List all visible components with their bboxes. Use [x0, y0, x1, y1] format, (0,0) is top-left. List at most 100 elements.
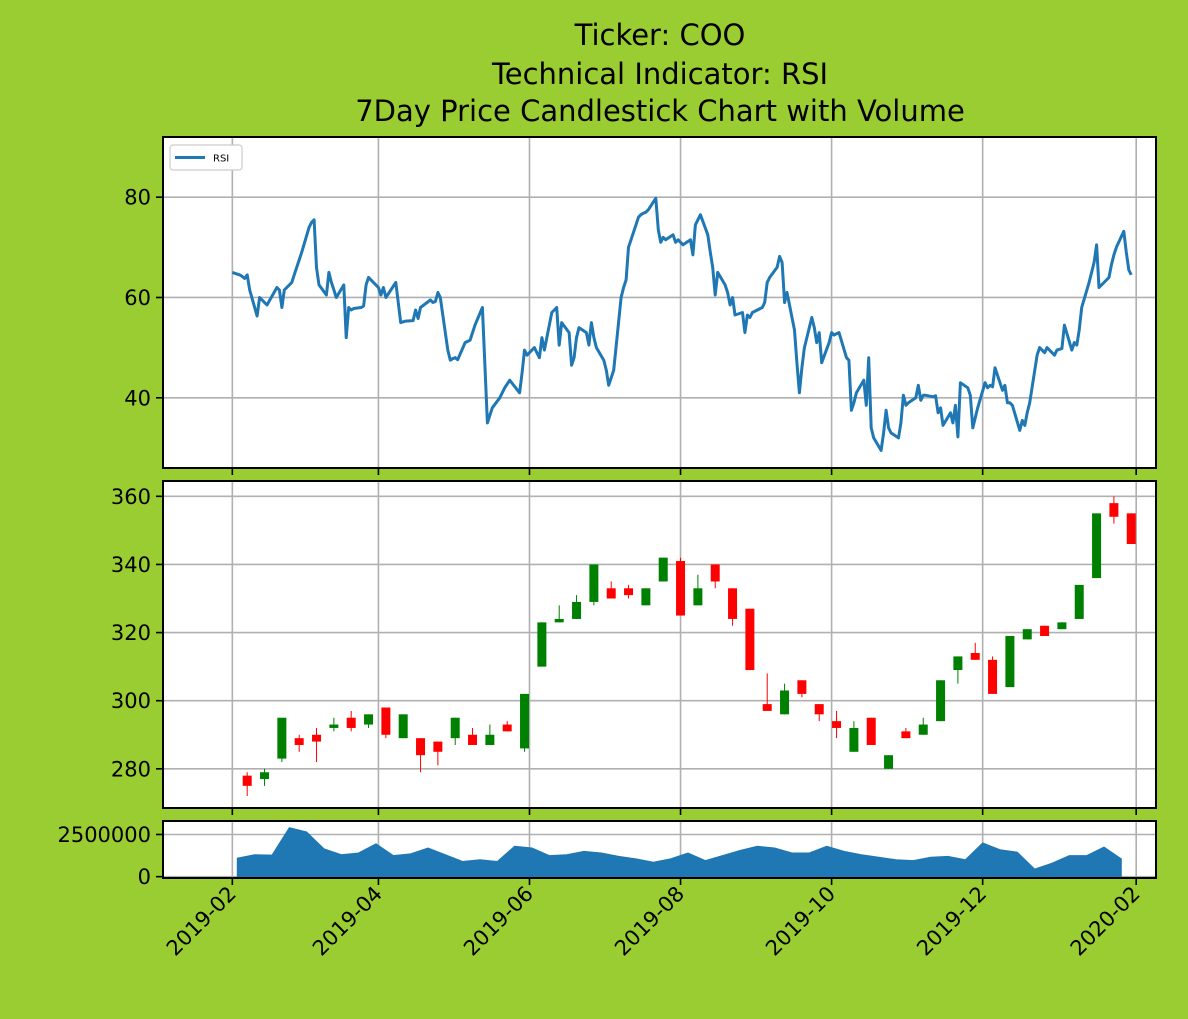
candle	[988, 656, 998, 694]
candle-body	[416, 738, 426, 756]
candle	[866, 717, 876, 745]
candle	[936, 680, 946, 722]
price-y-tick-label: 360	[111, 485, 151, 509]
title-line-1: Ticker: COO	[574, 18, 746, 52]
candle	[1057, 622, 1067, 630]
rsi-grid	[163, 137, 1156, 468]
price-y-tick-label: 280	[111, 757, 151, 781]
candle	[537, 622, 547, 667]
candle-body	[589, 564, 599, 602]
candle	[849, 721, 859, 752]
candle	[416, 738, 426, 773]
candle-body	[849, 727, 859, 752]
candle	[502, 721, 512, 732]
candle-body	[364, 714, 374, 725]
candle	[381, 707, 391, 739]
candle	[520, 693, 530, 752]
candle	[364, 714, 374, 728]
volume-area	[236, 827, 1122, 878]
candle-body	[797, 680, 807, 694]
candle	[970, 642, 980, 660]
candle-body	[884, 755, 894, 769]
candle-body	[554, 618, 564, 623]
candle-body	[814, 704, 824, 715]
candle-body	[641, 588, 651, 606]
price-y-axis: 280 300 320 340 360	[111, 485, 163, 781]
price-grid	[163, 481, 1156, 808]
title-line-2: Technical Indicator: RSI	[491, 57, 828, 91]
candle-body	[988, 659, 998, 694]
candle	[693, 574, 703, 606]
candle-body	[624, 588, 634, 596]
price-x-ticks	[231, 808, 1137, 815]
rsi-y-tick-label: 80	[124, 186, 151, 210]
candle	[953, 656, 963, 684]
candle	[433, 741, 443, 766]
candle	[728, 588, 738, 626]
candle-body	[520, 693, 530, 749]
candle	[641, 588, 651, 606]
candle	[450, 717, 460, 745]
candle-body	[277, 717, 287, 759]
candle-body	[693, 588, 703, 606]
candle-body	[572, 601, 582, 619]
candle-body	[260, 772, 270, 780]
price-plot-area	[163, 481, 1156, 808]
candle-body	[676, 561, 686, 616]
candle-body	[710, 564, 720, 582]
candle-body	[450, 717, 460, 739]
rsi-plot-frame	[162, 136, 1157, 469]
candle	[1109, 496, 1119, 524]
price-y-tick-label: 340	[111, 553, 151, 577]
candle-body	[745, 608, 755, 671]
price-y-tick-label: 320	[111, 621, 151, 645]
candle	[312, 727, 322, 763]
candle-body	[953, 656, 963, 671]
candle	[797, 680, 807, 698]
candle	[1126, 513, 1136, 545]
candle-body	[1109, 503, 1119, 517]
volume-y-tick-label: 2500000	[57, 823, 151, 847]
candle-body	[918, 724, 928, 735]
candle	[294, 734, 304, 752]
candle	[780, 683, 790, 715]
candle	[918, 717, 928, 735]
price-panel: 280 300 320 340 360	[111, 480, 1157, 815]
rsi-panel: 40 60 80 RSI	[124, 136, 1157, 475]
candle	[1040, 625, 1050, 636]
candle	[901, 727, 911, 739]
candle	[1005, 635, 1015, 688]
rsi-legend-label: RSI	[213, 154, 229, 165]
candle-body	[1040, 625, 1050, 636]
candle-body	[1074, 584, 1084, 619]
candle-body	[780, 690, 790, 715]
candle	[1022, 629, 1032, 640]
candle	[398, 714, 408, 739]
rsi-legend-box	[169, 144, 243, 171]
candle-body	[901, 731, 911, 739]
price-y-tick-label: 300	[111, 689, 151, 713]
candle-body	[398, 714, 408, 739]
candle-body	[346, 717, 356, 728]
candle	[710, 564, 720, 589]
candle-body	[242, 775, 252, 786]
candle	[277, 717, 287, 763]
candle-body	[1005, 635, 1015, 688]
candle-body	[728, 588, 738, 619]
candle	[346, 710, 356, 732]
rsi-legend: RSI	[169, 144, 243, 171]
volume-y-tick-label: 0	[138, 865, 151, 889]
candle-body	[468, 734, 478, 745]
rsi-y-tick-label: 40	[124, 386, 151, 410]
candle	[572, 595, 582, 619]
candle-body	[866, 717, 876, 745]
candle-body	[381, 707, 391, 735]
candle-body	[1057, 622, 1067, 630]
rsi-y-axis: 40 60 80	[124, 186, 163, 410]
candle-body	[762, 704, 772, 711]
candle-body	[433, 741, 443, 752]
candle-body	[329, 724, 339, 728]
candles	[242, 496, 1136, 797]
candle-body	[294, 738, 304, 745]
